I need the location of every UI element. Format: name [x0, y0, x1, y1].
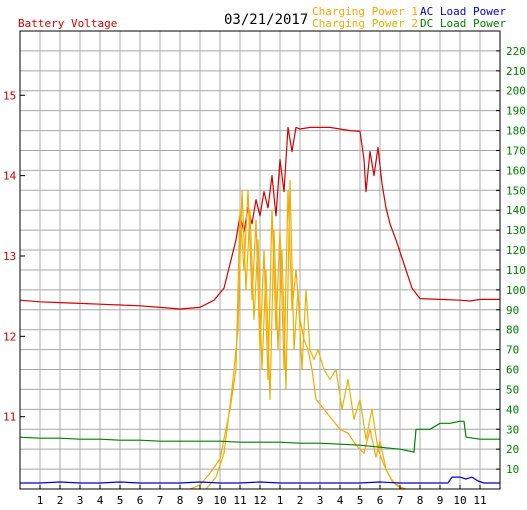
right-tick-label: 150: [506, 184, 526, 197]
series-ac-load-power: [20, 476, 500, 484]
x-tick-label: 2: [297, 494, 304, 507]
right-tick-label: 50: [506, 383, 519, 396]
x-tick-label: 4: [97, 494, 104, 507]
right-axis: 10 20 30 40 50 60 70 80 90 100 110 120 130 140 150 160 1…: [496, 45, 526, 476]
right-tick-label: 70: [506, 344, 519, 357]
x-tick-label: 5: [117, 494, 124, 507]
right-tick-label: 180: [506, 125, 526, 138]
grid: [20, 31, 500, 489]
right-tick-label: 200: [506, 85, 526, 98]
x-tick-label: 6: [377, 494, 384, 507]
right-tick-label: 170: [506, 144, 526, 157]
series-battery-voltage: [19, 126, 500, 310]
battery-voltage-title: Battery Voltage: [18, 17, 117, 30]
x-tick-label: 6: [137, 494, 144, 507]
x-tick-label: 1: [277, 494, 284, 507]
x-tick-label: 10: [453, 494, 466, 507]
series-charging-power-1: [189, 189, 407, 490]
series-charging-power-2: [205, 179, 403, 490]
right-tick-label: 160: [506, 164, 526, 177]
date-label: 03/21/2017: [224, 12, 308, 28]
x-tick-label: 9: [437, 494, 444, 507]
left-tick-label: 13: [3, 250, 16, 263]
right-tick-label: 210: [506, 65, 526, 78]
left-axis: 11 12 13 14 15: [3, 89, 25, 424]
x-tick-label: 10: [213, 494, 226, 507]
left-tick-label: 14: [3, 170, 17, 183]
right-tick-label: 60: [506, 364, 519, 377]
x-tick-label: 3: [317, 494, 324, 507]
x-tick-label: 5: [357, 494, 364, 507]
left-tick-label: 11: [3, 411, 16, 424]
right-tick-label: 30: [506, 423, 519, 436]
legend-charging-power-1: Charging Power 1: [312, 5, 418, 18]
left-tick-label: 15: [3, 89, 16, 102]
left-tick-label: 12: [3, 330, 16, 343]
legend-ac-load-power: AC Load Power: [420, 5, 506, 18]
x-tick-label: 4: [337, 494, 344, 507]
x-tick-label: 11: [473, 494, 486, 507]
x-tick-label: 3: [77, 494, 84, 507]
right-tick-label: 40: [506, 403, 519, 416]
right-tick-label: 120: [506, 244, 526, 257]
legend-dc-load-power: DC Load Power: [420, 17, 506, 30]
right-tick-label: 140: [506, 204, 526, 217]
series-dc-load-power: [19, 420, 500, 453]
right-tick-label: 90: [506, 304, 519, 317]
right-tick-label: 110: [506, 264, 526, 277]
x-tick-label: 11: [233, 494, 246, 507]
right-tick-label: 100: [506, 284, 526, 297]
series-layer: [19, 126, 500, 490]
right-tick-label: 80: [506, 324, 519, 337]
right-tick-label: 10: [506, 463, 519, 476]
x-tick-label: 9: [197, 494, 204, 507]
x-tick-label: 7: [157, 494, 164, 507]
x-tick-label: 8: [417, 494, 424, 507]
right-tick-label: 220: [506, 45, 526, 58]
x-tick-label: 7: [397, 494, 404, 507]
right-tick-label: 130: [506, 224, 526, 237]
x-tick-label: 2: [57, 494, 64, 507]
right-tick-label: 190: [506, 105, 526, 118]
x-axis: 1 2 3 4 5 6 7 8 9 10 11 12 1 2 3 4 5 6 7 8 9 10 11: [37, 485, 487, 507]
legend-charging-power-2: Charging Power 2: [312, 17, 418, 30]
x-tick-label: 12: [253, 494, 266, 507]
x-tick-label: 1: [37, 494, 44, 507]
right-tick-label: 20: [506, 443, 519, 456]
x-tick-label: 8: [177, 494, 184, 507]
